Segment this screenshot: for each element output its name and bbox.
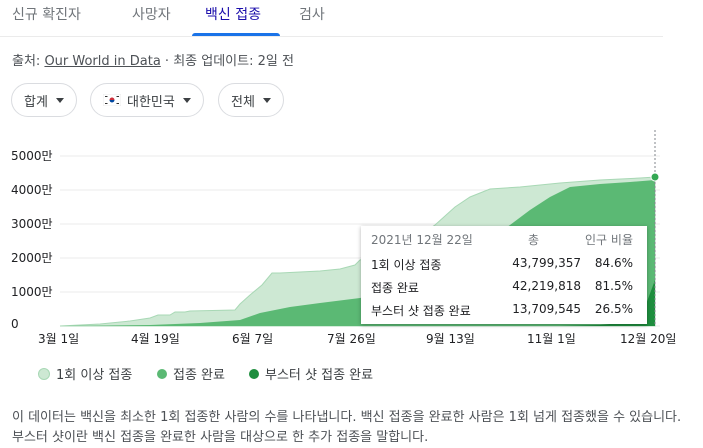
source-line: 출처: Our World in Data · 최종 업데이트: 2일 전 <box>12 50 294 69</box>
tooltip-date: 2021년 12월 22일 <box>371 233 473 247</box>
legend-item-booster[interactable]: 부스터 샷 접종 완료 <box>249 364 373 383</box>
caret-down-icon <box>182 97 191 103</box>
x-tick: 3월 1일 <box>38 332 80 346</box>
chart-description: 이 데이터는 백신을 최소한 1회 접종한 사람의 수를 나타냅니다. 백신 접… <box>12 410 682 445</box>
tooltip-row-total: 43,799,357 <box>512 256 581 270</box>
x-tick: 11월 1일 <box>527 332 576 346</box>
y-tick: 5000만 <box>11 149 53 163</box>
tooltip-row-label: 부스터 샷 접종 완료 <box>371 304 471 318</box>
tooltip-row: 부스터 샷 접종 완료 13,709,545 26.5% <box>371 302 637 320</box>
legend-label: 부스터 샷 접종 완료 <box>265 368 374 383</box>
tab-bar: 신규 확진자 사망자 백신 접종 검사 <box>0 0 663 37</box>
y-tick: 1000만 <box>11 285 53 299</box>
legend-dot-icon <box>249 368 259 379</box>
tab-vaccination[interactable]: 백신 접종 <box>205 7 261 23</box>
period-dropdown-label: 전체 <box>231 94 255 110</box>
hover-point <box>650 172 660 182</box>
source-link[interactable]: Our World in Data <box>44 54 161 69</box>
legend-label: 접종 완료 <box>173 368 225 383</box>
tooltip-row-label: 1회 이상 접종 <box>371 258 442 272</box>
tooltip-row: 접종 완료 42,219,818 81.5% <box>371 279 637 297</box>
x-tick: 6월 7일 <box>232 332 274 346</box>
metric-dropdown[interactable]: 합계 <box>11 83 77 117</box>
y-tick: 4000만 <box>11 183 53 197</box>
active-tab-indicator <box>192 33 280 36</box>
tooltip-col-ratio: 인구 비율 <box>585 233 633 247</box>
source-prefix: 출처: <box>12 54 45 69</box>
metric-dropdown-label: 합계 <box>24 94 48 110</box>
tooltip-row-ratio: 84.6% <box>594 256 633 270</box>
caret-down-icon <box>55 97 64 103</box>
caret-down-icon <box>262 97 271 103</box>
x-tick: 7월 26일 <box>327 332 376 346</box>
tooltip-row-ratio: 26.5% <box>594 302 633 316</box>
y-tick: 2000만 <box>11 251 53 265</box>
tab-new-cases[interactable]: 신규 확진자 <box>12 7 81 23</box>
legend-item-fully-vaccinated[interactable]: 접종 완료 <box>157 364 225 383</box>
tooltip-row: 1회 이상 접종 43,799,357 84.6% <box>371 256 637 274</box>
chart-tooltip: 2021년 12월 22일 총 인구 비율 1회 이상 접종 43,799,35… <box>361 226 647 324</box>
tab-tests[interactable]: 검사 <box>299 7 325 23</box>
legend-dot-icon <box>38 367 50 380</box>
region-dropdown[interactable]: 대한민국 <box>90 83 204 117</box>
legend-item-one-dose[interactable]: 1회 이상 접종 <box>38 364 132 383</box>
x-tick: 4월 19일 <box>131 332 180 346</box>
region-dropdown-label: 대한민국 <box>127 94 175 110</box>
period-dropdown[interactable]: 전체 <box>218 83 284 117</box>
tooltip-header: 2021년 12월 22일 총 인구 비율 <box>371 231 637 249</box>
last-updated: · 최종 업데이트: 2일 전 <box>160 54 294 69</box>
tooltip-row-total: 42,219,818 <box>512 279 581 293</box>
tooltip-row-label: 접종 완료 <box>371 281 419 295</box>
legend-label: 1회 이상 접종 <box>56 368 133 383</box>
x-tick: 12월 20일 <box>620 332 677 346</box>
tooltip-col-total: 총 <box>528 233 540 247</box>
legend-dot-icon <box>157 368 167 379</box>
y-tick: 0 <box>11 317 19 331</box>
y-tick: 3000만 <box>11 217 53 231</box>
korea-flag-icon <box>103 94 121 106</box>
x-tick: 9월 13일 <box>426 332 475 346</box>
tab-deaths[interactable]: 사망자 <box>132 7 171 23</box>
tooltip-row-ratio: 81.5% <box>594 279 633 293</box>
tooltip-row-total: 13,709,545 <box>512 302 581 316</box>
